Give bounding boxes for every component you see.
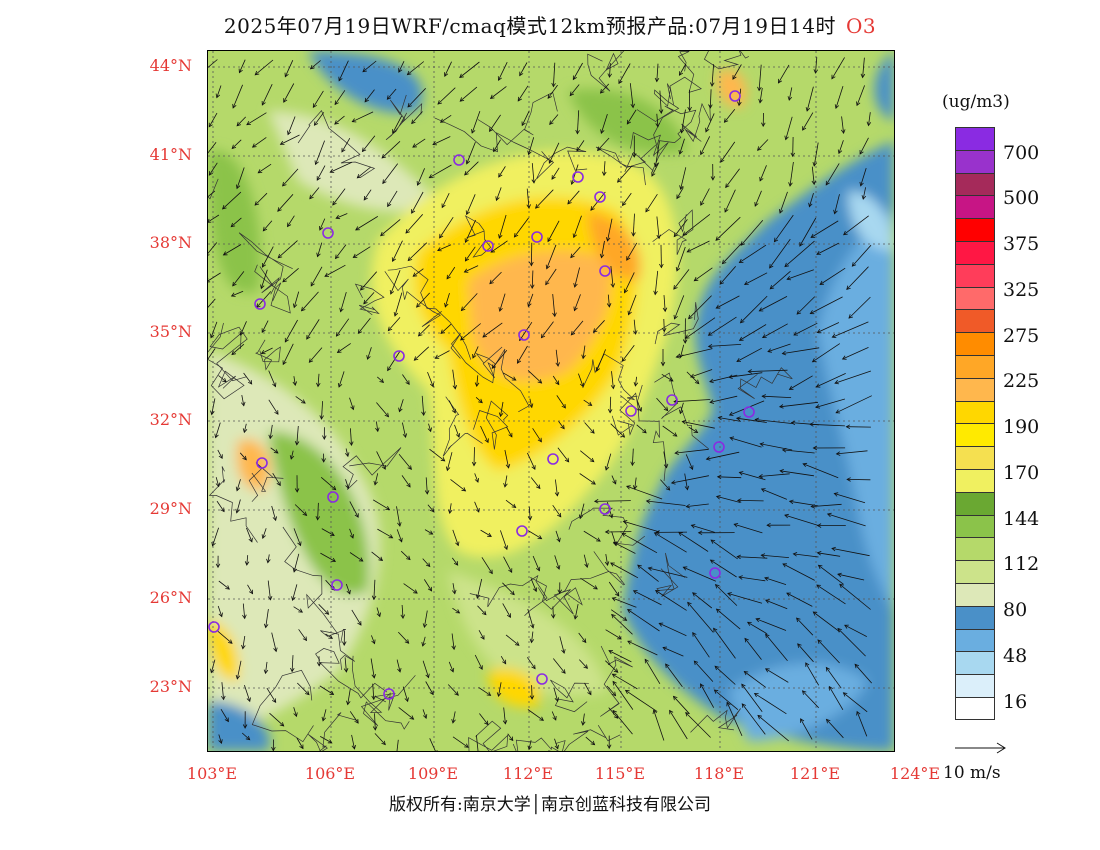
colorbar-swatch (955, 286, 995, 310)
station-marker (572, 171, 584, 183)
colorbar-swatch (955, 446, 995, 469)
lon-tick-label: 124°E (889, 764, 941, 783)
station-marker (666, 394, 678, 406)
station-marker (208, 621, 220, 633)
colorbar-label: 48 (1003, 645, 1028, 667)
station-marker (322, 227, 334, 239)
colorbar-label: 225 (1003, 370, 1040, 392)
colorbar-swatch (955, 423, 995, 447)
colorbar-swatch (955, 537, 995, 561)
species-label: O3 (845, 14, 877, 38)
lon-tick-label: 103°E (186, 764, 238, 783)
station-marker (531, 231, 543, 243)
station-marker (536, 673, 548, 685)
title-text: 2025年07月19日WRF/cmaq模式12km预报产品:07月19日14时 (223, 14, 836, 38)
colorbar-unit: (ug/m3) (942, 92, 1010, 112)
colorbar-swatch (955, 377, 995, 401)
station-marker (383, 688, 395, 700)
colorbar-swatch (955, 468, 995, 492)
lon-tick-label: 118°E (693, 764, 745, 783)
wind-vectors (208, 57, 872, 751)
colorbar-label: 144 (1003, 508, 1040, 530)
colorbar (955, 127, 995, 720)
map-canvas (208, 51, 894, 751)
lat-tick-label: 29°N (149, 499, 192, 518)
station-marker (599, 503, 611, 515)
lon-tick-label: 112°E (502, 764, 554, 783)
wind-reference-arrow (955, 742, 1006, 754)
station-marker (625, 405, 637, 417)
colorbar-label: 700 (1003, 142, 1040, 164)
colorbar-label: 190 (1003, 416, 1040, 438)
colorbar-label: 375 (1003, 233, 1040, 255)
station-marker (453, 154, 465, 166)
colorbar-label: 275 (1003, 325, 1040, 347)
colorbar-swatch (955, 696, 995, 720)
station-marker (599, 265, 611, 277)
colorbar-label: 80 (1003, 599, 1028, 621)
colorbar-swatch (955, 582, 995, 606)
lat-tick-label: 26°N (149, 588, 192, 607)
colorbar-swatch (955, 628, 995, 652)
colorbar-swatch (955, 491, 995, 515)
lon-tick-label: 106°E (304, 764, 356, 783)
station-marker (327, 491, 339, 503)
colorbar-swatch (955, 218, 995, 241)
lon-tick-label: 121°E (789, 764, 841, 783)
province-boundaries (208, 51, 793, 751)
lat-tick-label: 41°N (149, 145, 192, 164)
colorbar-swatch (955, 674, 995, 697)
lon-tick-label: 115°E (594, 764, 646, 783)
station-marker (516, 525, 528, 537)
colorbar-swatch (955, 127, 995, 150)
colorbar-swatch (955, 514, 995, 538)
station-marker (594, 191, 606, 203)
station-marker (547, 453, 559, 465)
station-marker (709, 567, 721, 579)
colorbar-label: 112 (1003, 553, 1040, 575)
station-marker (518, 329, 530, 341)
wind-reference-label: 10 m/s (943, 763, 1001, 783)
lat-tick-label: 44°N (149, 56, 192, 75)
station-marker (256, 457, 268, 469)
colorbar-swatch (955, 263, 995, 287)
colorbar-swatch (955, 560, 995, 583)
station-marker (729, 90, 741, 102)
city-station-markers (208, 90, 755, 700)
map-title: 2025年07月19日WRF/cmaq模式12km预报产品:07月19日14时 O… (0, 10, 1100, 39)
lat-tick-label: 38°N (149, 233, 192, 252)
colorbar-label: 500 (1003, 187, 1040, 209)
station-marker (393, 350, 405, 362)
colorbar-swatch (955, 332, 995, 355)
copyright-text: 版权所有:南京大学│南京创蓝科技有限公司 (389, 795, 711, 815)
lon-tick-label: 109°E (407, 764, 459, 783)
station-marker (254, 298, 266, 310)
colorbar-swatch (955, 149, 995, 173)
station-marker (331, 579, 343, 591)
forecast-map (207, 50, 895, 752)
station-marker (713, 441, 725, 453)
colorbar-swatch (955, 309, 995, 333)
colorbar-swatch (955, 240, 995, 264)
station-marker (482, 240, 494, 252)
colorbar-label: 170 (1003, 462, 1040, 484)
lat-tick-label: 35°N (149, 322, 192, 341)
colorbar-label: 325 (1003, 279, 1040, 301)
lat-tick-label: 23°N (149, 677, 192, 696)
colorbar-swatch (955, 354, 995, 378)
lat-tick-label: 32°N (149, 410, 192, 429)
station-marker (743, 406, 755, 418)
colorbar-swatch (955, 651, 995, 675)
colorbar-swatch (955, 605, 995, 629)
lat-lon-grid (208, 51, 894, 751)
colorbar-label: 16 (1003, 691, 1028, 713)
colorbar-swatch (955, 400, 995, 424)
colorbar-swatch (955, 172, 995, 196)
colorbar-swatch (955, 195, 995, 219)
